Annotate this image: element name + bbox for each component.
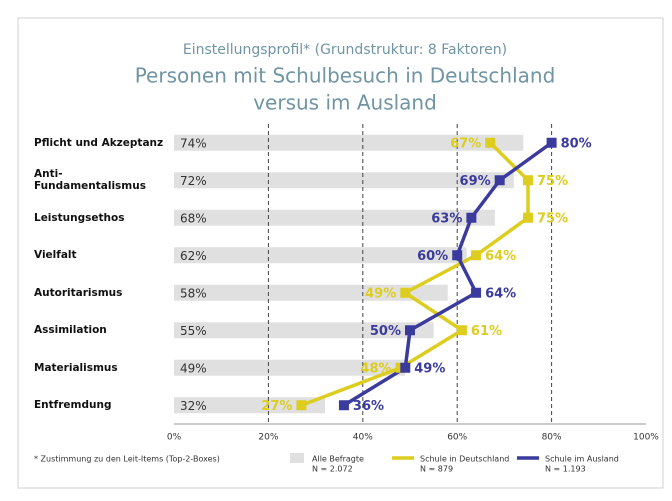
point-label: 50% [370,324,401,339]
bar-label: 62% [180,249,207,263]
bar-label: 74% [180,136,207,150]
chart-title: versus im Ausland [253,91,437,115]
legend-label: Schule im Ausland [545,455,619,464]
point-label: 60% [417,249,448,264]
bar-label: 58% [180,286,207,300]
point-label: 49% [365,286,396,301]
chart-subtitle: Einstellungsprofil* (Grundstruktur: 8 Fa… [183,42,507,58]
point [338,400,349,411]
point-label: 36% [353,399,384,414]
category-label: Anti-Fundamentalismus [34,168,146,193]
x-tick-label: 0% [167,433,182,443]
bar [174,134,524,151]
category-label: Leistungsethos [34,211,125,224]
point [485,137,496,148]
point-label: 64% [485,286,516,301]
point-label: 61% [471,324,502,339]
category-label: Pflicht und Akzeptanz [34,136,164,149]
bar-label: 68% [180,211,207,225]
x-tick-label: 80% [542,433,562,443]
legend-note: N = 2.072 [312,465,353,474]
point [405,325,415,336]
point-label: 75% [537,174,568,189]
point [400,362,411,373]
point [523,175,533,186]
point [494,175,505,186]
legend-note: N = 1.193 [545,465,586,474]
bar [174,284,448,301]
category-label: Vielfalt [34,249,77,262]
point-label: 48% [360,361,391,376]
bar [174,209,495,226]
point [400,287,411,298]
bar [174,322,434,339]
bar-label: 32% [180,399,207,413]
point [471,287,482,298]
point-label: 80% [561,136,592,151]
point-label: 69% [460,174,491,189]
x-tick-label: 20% [258,433,278,443]
line [300,141,530,407]
x-tick-label: 40% [353,433,373,443]
legend-label: Alle Befragte [312,455,364,464]
point-label: 75% [537,211,568,226]
bar [174,359,406,376]
legend-note: N = 879 [420,465,453,474]
x-tick-label: 60% [447,433,467,443]
point [546,137,557,148]
point [466,212,477,223]
category-label: Materialismus [34,361,118,374]
bar [174,172,514,189]
frame [17,17,664,489]
point [296,400,307,411]
bar [174,247,467,264]
point-label: 64% [485,249,516,264]
point [471,250,482,261]
legend-swatch [290,453,304,463]
bar-label: 55% [180,324,207,338]
point-label: 67% [450,136,481,151]
point [456,325,467,336]
line [343,141,553,407]
point [523,212,533,223]
footnote: * Zustimmung zu den Leit-Items (Top-2-Bo… [34,455,220,464]
category-label: Autoritarismus [34,286,123,299]
point [452,250,463,261]
point-label: 63% [431,211,462,226]
category-label: Entfremdung [34,399,112,412]
bar-label: 49% [180,361,207,375]
legend-label: Schule in Deutschland [420,455,509,464]
bar-label: 72% [180,174,207,188]
bar [174,397,326,414]
chart-title: Personen mit Schulbesuch in Deutschland [135,64,556,88]
x-tick-label: 100% [633,433,659,443]
point-label: 49% [414,361,445,376]
point-label: 27% [261,399,292,414]
category-label: Assimilation [34,324,107,337]
